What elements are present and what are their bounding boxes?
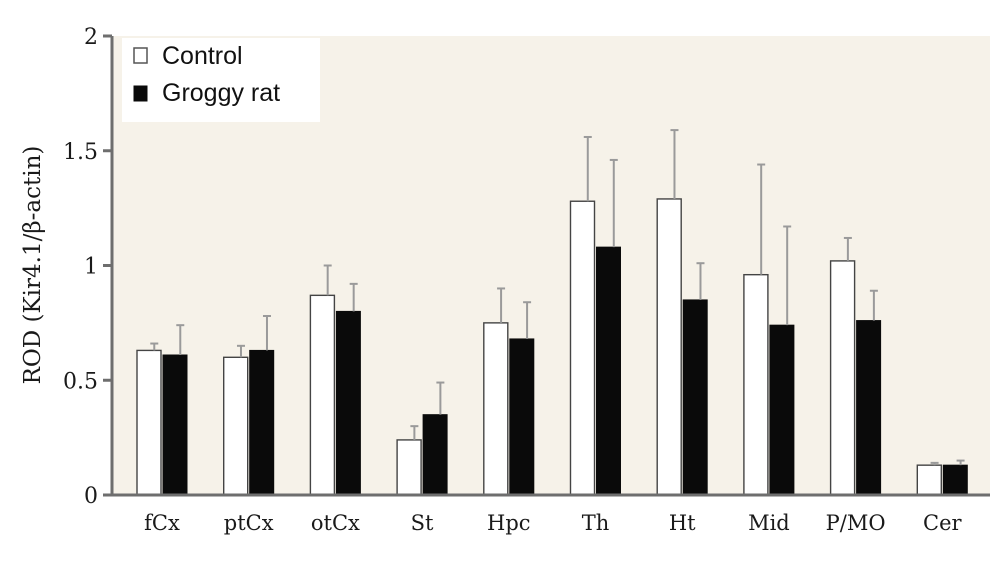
x-tick-label: Hpc xyxy=(487,511,531,535)
x-tick-label: Cer xyxy=(923,511,962,535)
legend-label-control: Control xyxy=(162,42,243,70)
bars-layer xyxy=(136,198,968,496)
error-bars-layer xyxy=(150,129,965,466)
bar-control xyxy=(743,273,769,496)
bar-control xyxy=(916,464,942,496)
y-tick-label: 1 xyxy=(84,255,98,280)
x-tick-label: Ht xyxy=(669,511,696,535)
bar-control xyxy=(569,200,596,496)
legend: Control Groggy rat xyxy=(122,38,320,122)
bar-control xyxy=(483,322,509,496)
legend-swatch-control xyxy=(133,47,148,64)
x-tick-label: P/MO xyxy=(826,511,886,535)
bar-control xyxy=(396,439,422,496)
bar-groggy-rat xyxy=(769,324,795,496)
bar-groggy-rat xyxy=(682,299,708,496)
legend-label-groggy-rat: Groggy rat xyxy=(162,79,280,107)
bar-control xyxy=(656,198,682,496)
bar-control xyxy=(222,356,249,496)
x-tick-label: otCx xyxy=(311,511,360,535)
bar-groggy-rat xyxy=(335,310,361,496)
bar-control xyxy=(829,260,856,496)
bar-groggy-rat xyxy=(422,414,448,496)
x-tick-label: ptCx xyxy=(224,511,274,535)
y-tick-label: 2 xyxy=(84,25,98,50)
bar-groggy-rat xyxy=(249,349,275,496)
y-axis-label: ROD (Kir4.1/β-actin) xyxy=(20,146,46,385)
bar-control xyxy=(136,349,162,496)
y-tick-label: 1.5 xyxy=(63,140,98,165)
bar-groggy-rat xyxy=(162,354,188,496)
x-tick-label: St xyxy=(411,511,434,535)
y-tick-label: 0.5 xyxy=(63,369,98,394)
x-tick-label: Mid xyxy=(748,511,790,535)
bar-groggy-rat xyxy=(856,320,882,496)
x-tick-label: fCx xyxy=(144,511,180,535)
x-labels-layer: fCx ptCx otCx St Hpc Th Ht Mid P/MO Cer xyxy=(144,511,962,535)
bar-groggy-rat xyxy=(596,246,621,496)
bar-groggy-rat xyxy=(942,464,968,496)
y-ticks-layer: 0 0.5 1 1.5 2 xyxy=(63,25,112,509)
bar-groggy-rat xyxy=(509,338,535,496)
legend-swatch-groggy-rat xyxy=(133,85,148,102)
legend-background xyxy=(122,38,320,122)
y-tick-label: 0 xyxy=(84,484,98,509)
x-tick-label: Th xyxy=(582,511,610,535)
bar-control xyxy=(309,294,336,496)
